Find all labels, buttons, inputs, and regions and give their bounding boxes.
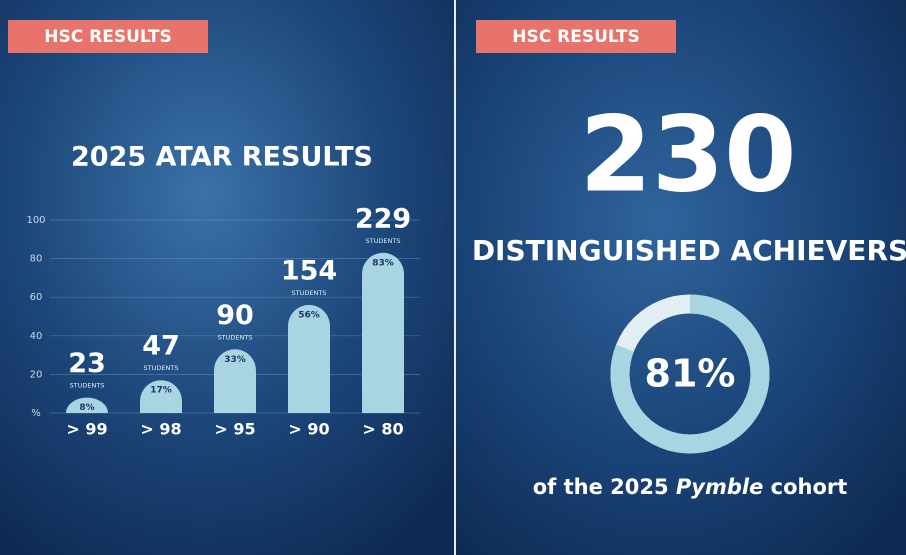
caption-part: of the 2025 xyxy=(533,475,676,499)
x-tick-label: > 90 xyxy=(288,420,329,439)
y-tick-label: 20 xyxy=(30,369,43,380)
caption-part: cohort xyxy=(763,475,847,499)
bar xyxy=(288,304,330,413)
count-label: 90 xyxy=(216,300,254,331)
x-tick-label: > 99 xyxy=(66,420,107,439)
caption-part: Pymble xyxy=(676,475,763,499)
x-tick-label: > 80 xyxy=(362,420,403,439)
bar xyxy=(66,397,108,413)
count-unit: STUDENTS xyxy=(70,382,105,390)
count-unit: STUDENTS xyxy=(144,364,179,372)
count-unit: STUDENTS xyxy=(366,237,401,245)
caption: of the 2025 Pymble cohort xyxy=(533,475,848,499)
value-label: 8% xyxy=(79,403,94,413)
value-label: 33% xyxy=(224,355,246,365)
tag: HSC RESULTS xyxy=(44,27,171,47)
value-label: 83% xyxy=(372,258,394,268)
y-tick-label: 100 xyxy=(26,215,45,226)
x-tick-label: > 98 xyxy=(140,420,181,439)
y-tick-label: % xyxy=(31,408,41,419)
tag-box xyxy=(8,20,208,53)
count-unit: STUDENTS xyxy=(218,333,253,341)
count-label: 47 xyxy=(142,331,180,362)
count-label: 23 xyxy=(68,348,106,379)
count-label: 229 xyxy=(355,203,411,234)
count-unit: STUDENTS xyxy=(292,289,327,297)
donut-arc xyxy=(610,294,770,454)
bar xyxy=(140,380,182,413)
bar xyxy=(362,252,404,413)
subtitle: DISTINGUISHED ACHIEVERS xyxy=(472,234,906,267)
y-tick-label: 40 xyxy=(30,331,43,342)
tag-box xyxy=(476,20,676,53)
value-label: 56% xyxy=(298,310,320,320)
chart-title: 2025 ATAR RESULTS xyxy=(71,142,373,173)
donut-label: 81% xyxy=(645,352,736,396)
right-panel xyxy=(456,0,906,555)
tag: HSC RESULTS xyxy=(512,27,639,47)
x-tick-label: > 95 xyxy=(214,420,255,439)
headline: 230 xyxy=(579,93,796,215)
y-tick-label: 60 xyxy=(30,292,43,303)
count-label: 154 xyxy=(281,255,337,286)
value-label: 17% xyxy=(150,386,172,396)
bar xyxy=(214,349,256,413)
y-tick-label: 80 xyxy=(30,254,43,265)
